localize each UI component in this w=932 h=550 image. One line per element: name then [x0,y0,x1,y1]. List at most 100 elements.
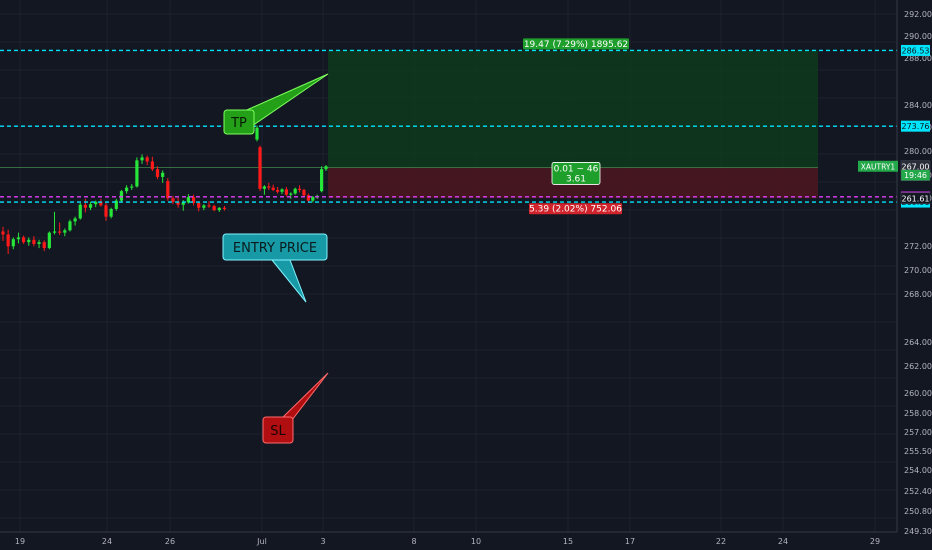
entry-callout[interactable]: ENTRY PRICE [222,233,328,303]
price-axis[interactable]: 292.00290.00288.00284.00282.00280.00278.… [858,0,932,550]
price-label-text: 267.00 [902,162,930,171]
tp-line-tag-text: 286.53 [902,46,930,55]
price-tick-label: 272.00 [904,242,932,251]
candle [47,231,51,250]
candle [166,178,170,201]
candle [52,211,57,235]
candle [145,155,149,166]
profit-label: 19.47 (7.29%) 1895.62 [523,38,629,50]
candle [104,203,108,221]
candle [140,154,144,164]
candle [284,187,288,197]
candle [176,197,180,208]
candle-body [176,201,180,205]
price-label-1: 19:46 [900,169,931,181]
candle-body [130,186,134,188]
candle-body [161,172,165,177]
candle [302,188,306,197]
tp-callout[interactable]: TP [223,73,329,135]
candle [32,236,36,247]
candle [94,200,98,208]
resistance-line-tag[interactable]: 273.76 [901,120,930,132]
candle-body [311,197,315,201]
candle [191,194,196,206]
candle [267,182,271,190]
candle-body [47,232,51,249]
symbol-tag-text: XAUTRY1 [861,162,896,171]
candle [311,195,315,203]
candle-body [276,189,280,192]
tp-line-tag[interactable]: 286.53 [901,44,930,56]
horizontal-levels[interactable] [0,49,897,203]
candle [293,187,297,195]
candle [68,219,72,232]
price-tick-label: 270.00 [904,266,932,275]
candle [11,237,15,250]
candle-body [109,208,113,217]
profit-zone[interactable] [328,50,818,168]
candle [222,205,227,211]
center-label-bg [551,162,601,185]
candle [114,198,118,211]
time-tick-label: 19 [15,537,25,546]
time-tick-label: 24 [778,537,788,546]
loss-label-text: 5.39 (2.02%) 752.06 [529,205,622,215]
candle [22,235,26,244]
candle-body [289,193,293,195]
candle-body [58,231,62,233]
candle-body [222,207,227,209]
candle-body [217,207,221,211]
time-tick-label: Jul [256,537,267,546]
price-tick-label: 250.80 [904,507,932,516]
position-center-label[interactable]: 0.01 ~ 463.61 [551,162,601,185]
candle-body [52,231,57,233]
candle-body [6,234,10,247]
candle [276,187,280,194]
candle-body [99,201,103,206]
candle-body [140,157,144,161]
tp-callout-box [223,109,255,135]
price-tick-label: 255.50 [904,447,932,456]
time-tick-label: 29 [870,537,880,546]
candle-body [267,186,271,188]
candle [324,165,328,171]
time-axis[interactable]: 19 24 26 Jul 3 8 10 15 17 22 24 29 [0,531,897,550]
candle [258,145,262,192]
candle [298,185,302,193]
candle [88,201,93,211]
price-tick-label: 292.00 [904,10,932,19]
candle-body [293,188,297,194]
sl-callout[interactable]: SL [262,372,329,444]
candle-body [78,204,82,219]
candle-body [298,188,302,190]
candle [320,166,324,193]
candle-body [27,239,31,243]
time-tick-label: 22 [716,537,726,546]
candle [197,201,201,212]
candle-body [114,200,118,209]
candle-body [207,205,211,207]
candle-body [22,237,26,243]
candle-body [202,205,206,208]
candle-body [191,197,196,204]
candle [280,188,284,195]
candle [289,192,293,199]
sl-callout-box [262,416,294,444]
price-label-text: 261.61 [902,194,930,203]
grid-lines [0,0,897,532]
candle [202,204,206,211]
position-zones[interactable]: 19.47 (7.29%) 1895.62 5.39 (2.02%) 752.06… [0,38,818,215]
candle [155,166,160,180]
candle [27,237,31,246]
candle [119,189,124,202]
candle [63,228,67,237]
candle [171,195,175,205]
candle [207,201,211,208]
price-tick-label: 290.00 [904,32,932,41]
annotation-callouts[interactable]: TP ENTRY PRICE SL [222,73,329,444]
symbol-tag[interactable]: XAUTRY1 [858,160,898,172]
loss-label: 5.39 (2.02%) 752.06 [529,203,622,215]
price-label-bg [900,192,931,205]
time-tick-label: 10 [471,537,481,546]
